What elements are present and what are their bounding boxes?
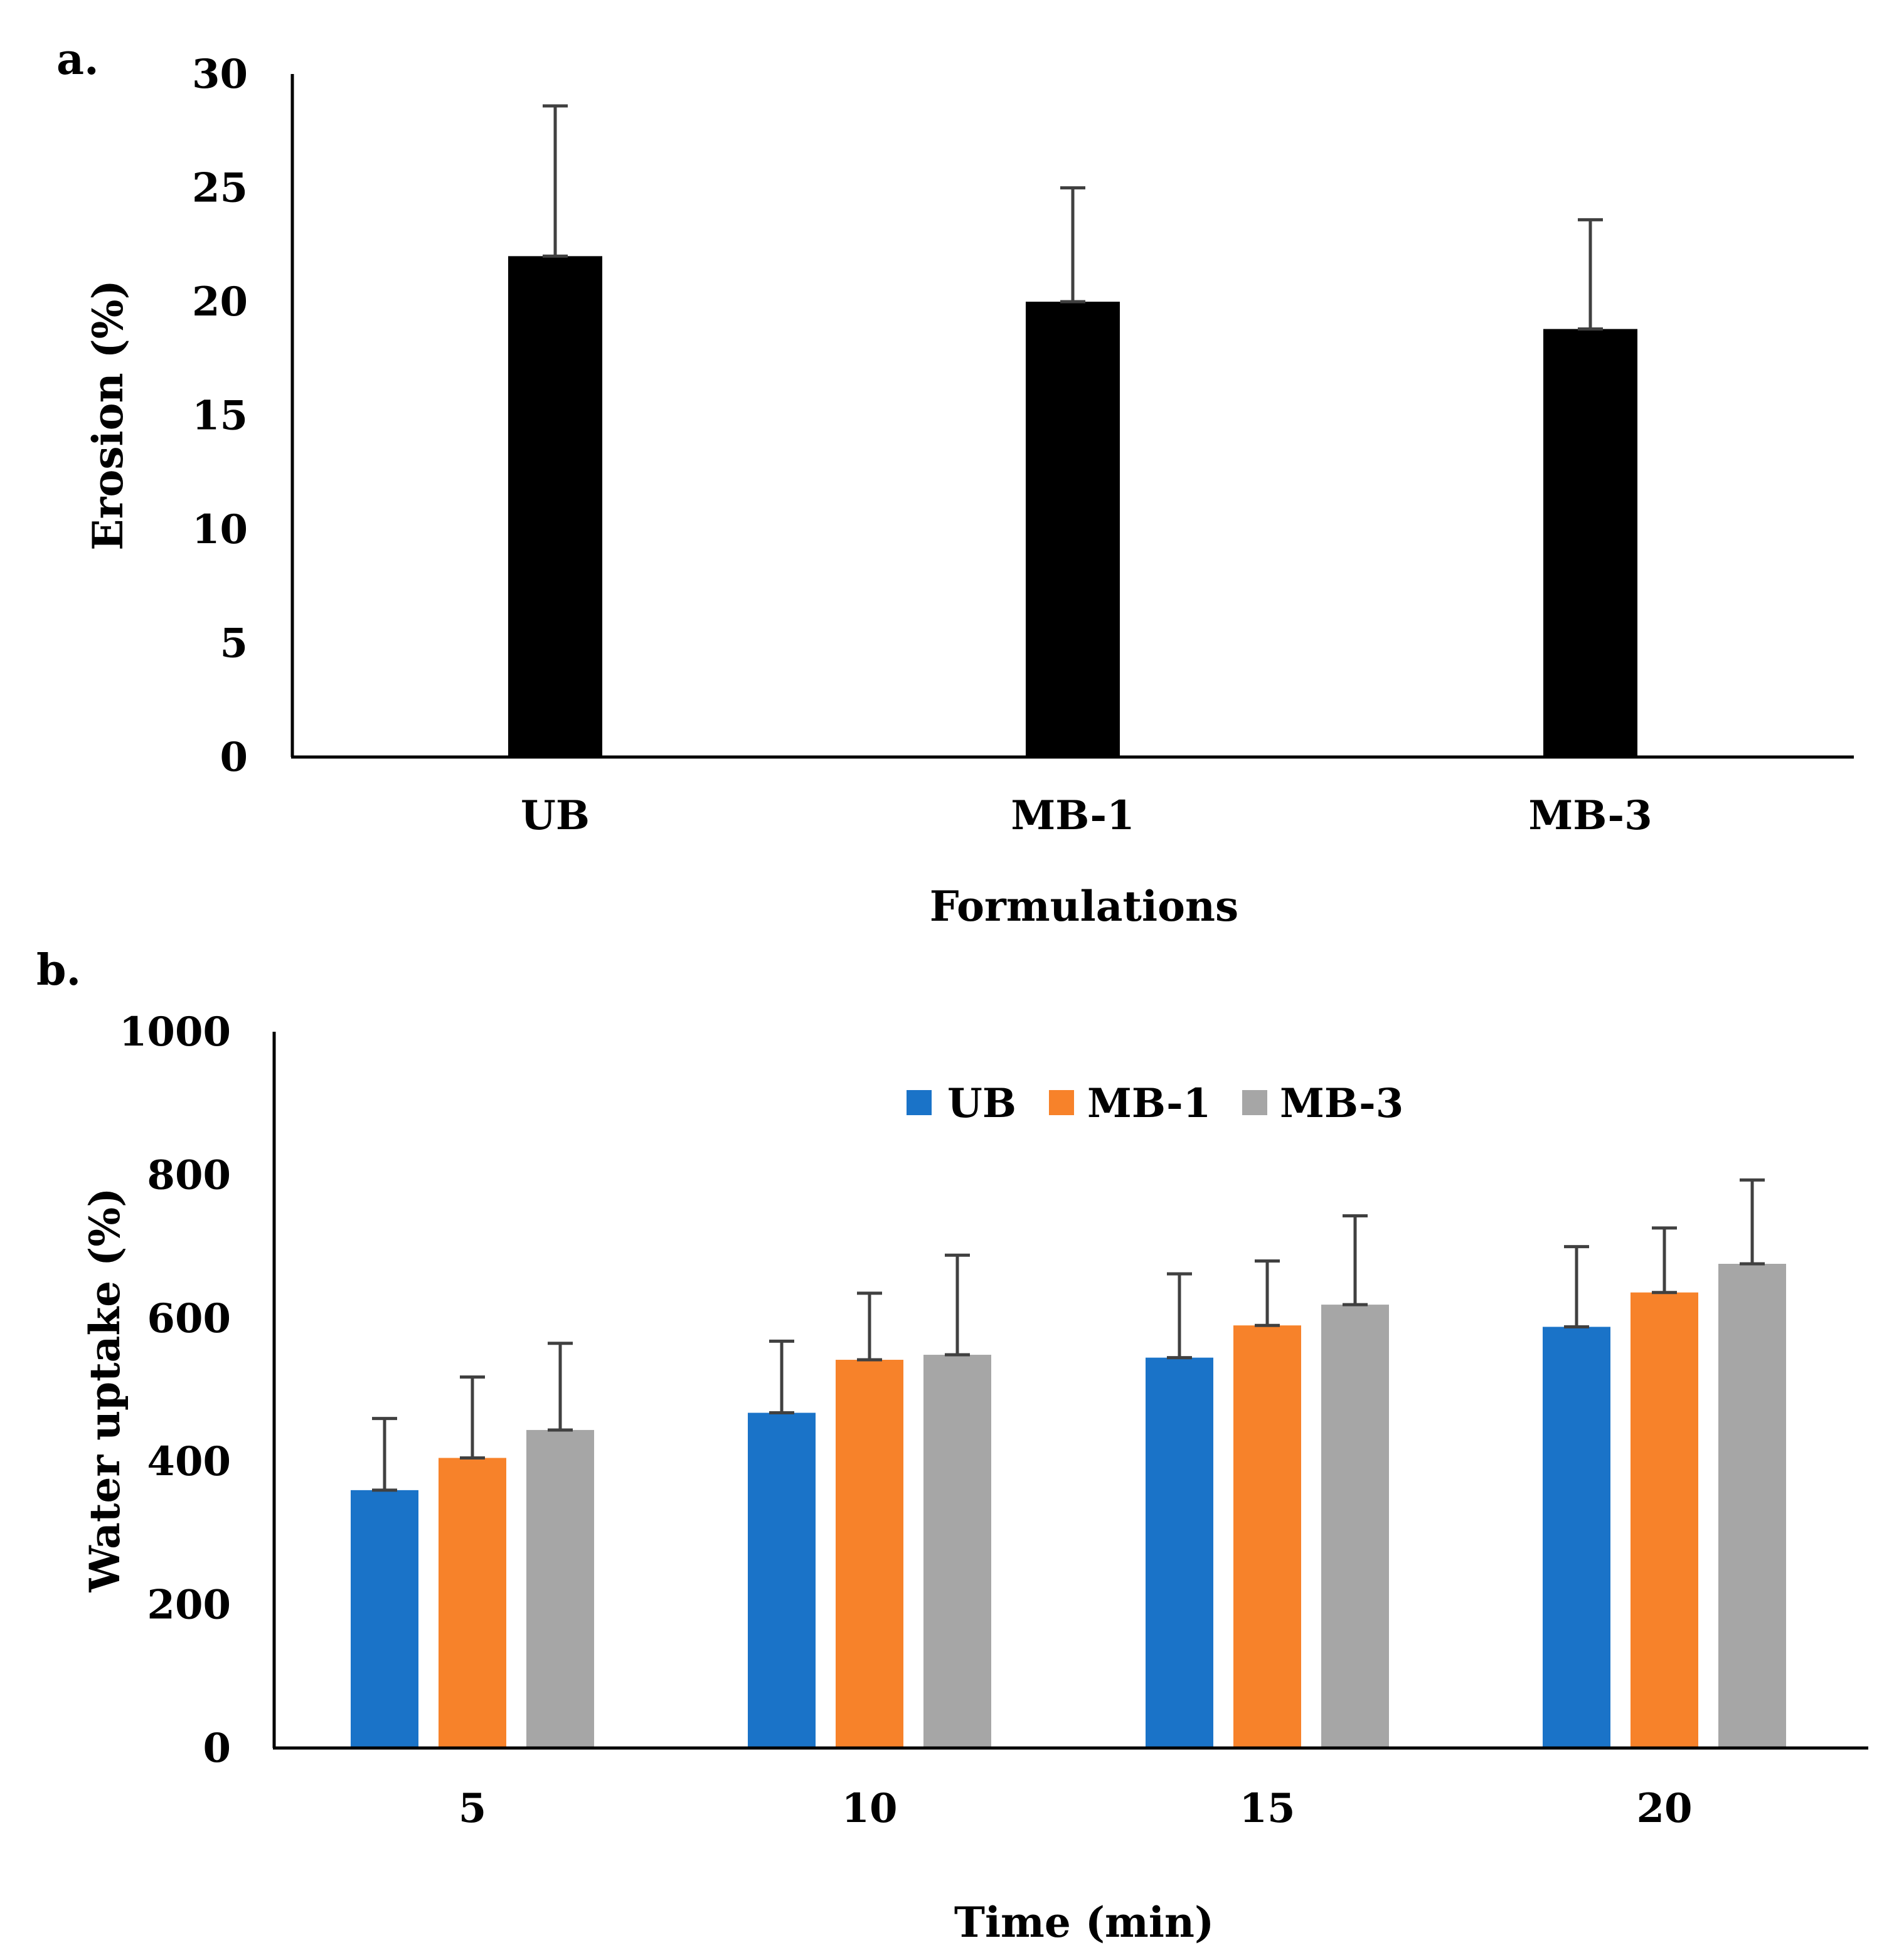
bar-ub-t20 [1543,1327,1610,1748]
bar-mb-3-t15 [1321,1305,1389,1748]
bar-ub [508,256,602,757]
panel-label-a: a. [56,34,99,85]
legend-label-mb-3: MB-3 [1280,1080,1403,1127]
x-tick-label-mb-1: MB-1 [1011,792,1134,839]
bar-mb-1-t10 [836,1360,903,1748]
panel-b-y-axis-title: Water uptake (%) [80,1188,129,1593]
bar-ub-t10 [748,1412,816,1748]
y-tick-label-800: 800 [147,1152,231,1199]
bar-ub-t5 [351,1490,418,1748]
y-tick-label-0: 0 [220,734,248,781]
panel-b-error-bars [372,1178,1765,1492]
bar-mb-3-t20 [1718,1264,1786,1748]
x-tick-label-ub: UB [521,792,590,839]
x-tick-label-mb-3: MB-3 [1528,792,1652,839]
bar-mb-1-t5 [439,1458,506,1748]
y-tick-label-20: 20 [192,278,248,326]
bar-mb-1-t15 [1233,1325,1301,1748]
panel-a-error-bars [543,104,1603,331]
panel-b-x-tick-labels: 5 10 15 20 [459,1785,1693,1832]
panel-b-y-tick-labels: 0 200 400 600 800 1000 [119,1009,231,1772]
bar-mb-1-t20 [1631,1292,1698,1748]
x-tick-label-15: 15 [1239,1785,1295,1832]
y-tick-label-600: 600 [147,1295,231,1342]
y-tick-label-15: 15 [192,393,248,440]
panel-a-y-axis-title: Erosion (%) [83,280,132,550]
y-tick-label-10: 10 [192,506,248,553]
panel-label-b: b. [36,945,81,995]
legend-label-mb-1: MB-1 [1087,1080,1211,1127]
panel-b-bars [351,1264,1786,1748]
y-tick-label-25: 25 [192,165,248,212]
panel-b-x-axis-title: Time (min) [954,1898,1214,1947]
y-tick-label-30: 30 [192,51,248,98]
legend-swatch-mb-3 [1242,1090,1267,1115]
panel-a-y-tick-labels: 0 5 10 15 20 25 30 [192,51,248,781]
y-tick-label-1000: 1000 [119,1009,231,1056]
bar-ub-t15 [1146,1357,1213,1748]
x-tick-label-20: 20 [1636,1785,1692,1832]
legend-swatch-ub [907,1090,932,1115]
y-tick-label-200: 200 [147,1582,231,1629]
panel-a-x-axis-title: Formulations [930,882,1238,931]
x-tick-label-5: 5 [459,1785,487,1832]
bar-mb-3 [1543,329,1637,757]
panel-a-x-tick-labels: UB MB-1 MB-3 [521,792,1652,839]
bar-mb-1 [1026,302,1120,757]
panel-a-bars [508,256,1637,757]
x-tick-label-10: 10 [841,1785,897,1832]
y-tick-label-0: 0 [203,1725,231,1772]
bar-mb-3-t10 [923,1355,991,1748]
y-tick-label-5: 5 [220,620,248,667]
bar-mb-3-t5 [526,1429,594,1748]
panel-b-legend: UB MB-1 MB-3 [907,1080,1403,1127]
legend-label-ub: UB [947,1080,1016,1127]
legend-swatch-mb-1 [1049,1090,1074,1115]
y-tick-label-400: 400 [147,1438,231,1485]
